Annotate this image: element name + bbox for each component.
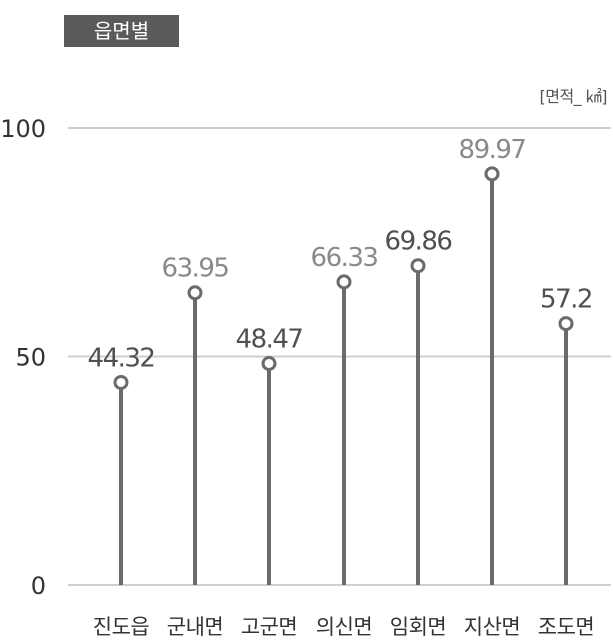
data-label: 48.47 [236, 324, 303, 354]
y-tick-label: 0 [31, 572, 46, 600]
data-label: 44.32 [88, 343, 155, 373]
y-tick-label: 50 [15, 344, 46, 372]
x-tick-label: 진도읍 [93, 615, 150, 639]
marker-고군면 [261, 355, 277, 371]
data-label: 66.33 [311, 243, 378, 273]
x-tick-label: 고군면 [241, 615, 297, 639]
unit-label: [면적_ ㎢] [539, 87, 607, 106]
marker-조도면 [558, 316, 574, 332]
data-label: 69.86 [385, 227, 452, 257]
x-tick-label: 조도면 [538, 615, 594, 639]
marker-지산면 [484, 166, 500, 182]
marker-군내면 [187, 285, 203, 301]
x-tick-label: 군내면 [167, 615, 223, 639]
y-tick-label: 100 [0, 115, 46, 143]
data-label: 57.2 [540, 285, 592, 315]
x-tick-label: 임회면 [390, 615, 446, 639]
data-label: 89.97 [459, 135, 526, 165]
section-badge-label: 읍면별 [93, 19, 150, 43]
data-label: 63.95 [162, 254, 229, 284]
marker-진도읍 [113, 374, 129, 390]
section-badge: 읍면별 [64, 15, 179, 47]
marker-임회면 [410, 258, 426, 274]
marker-의신면 [336, 274, 352, 290]
x-tick-label: 지산면 [464, 615, 520, 639]
x-tick-label: 의신면 [316, 615, 372, 639]
